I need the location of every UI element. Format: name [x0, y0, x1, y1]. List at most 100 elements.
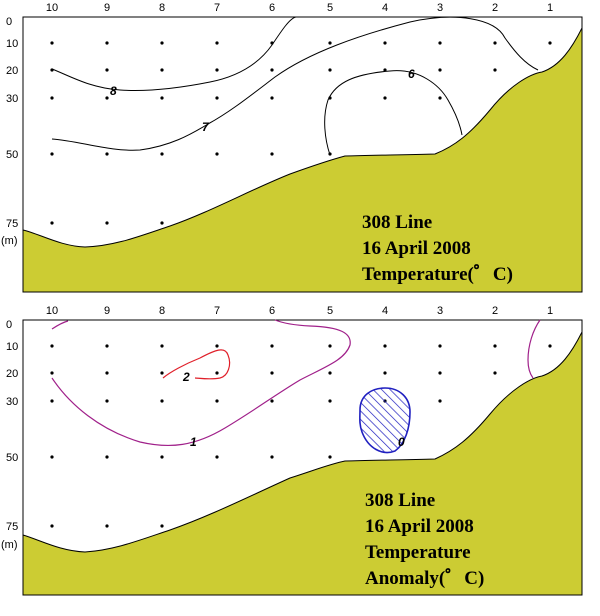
sample-point — [493, 41, 497, 45]
sample-point — [160, 399, 164, 403]
sample-point — [105, 221, 109, 225]
contour-line-8 — [51, 16, 297, 92]
station-label-1: 1 — [547, 2, 553, 14]
depth-unit: (m) — [1, 539, 18, 551]
depth-tick-50: 50 — [6, 452, 18, 464]
sample-point — [215, 371, 219, 375]
sample-point — [438, 371, 442, 375]
station-label-4: 4 — [382, 2, 388, 14]
station-label-8: 8 — [159, 2, 165, 14]
sample-point — [160, 41, 164, 45]
panel-temperature-anomaly: 10 9 8 7 6 5 4 3 2 1 0 10 20 30 50 75 2 1 0 (m) 308 Li… — [1, 305, 583, 596]
sample-point — [105, 371, 109, 375]
sample-point — [105, 152, 109, 156]
contour-label-7: 7 — [202, 120, 210, 134]
sample-point — [160, 455, 164, 459]
annotation-line-2: 16 April 2008 — [365, 516, 474, 537]
depth-tick-75: 75 — [6, 218, 18, 230]
sample-point — [160, 524, 164, 528]
depth-tick-30: 30 — [6, 396, 18, 408]
sample-point — [383, 371, 387, 375]
sample-point — [438, 399, 442, 403]
sample-point — [105, 68, 109, 72]
depth-tick-10: 10 — [6, 341, 18, 353]
sample-point — [270, 371, 274, 375]
annotation-line-3: Temperature — [365, 542, 471, 563]
sample-point — [270, 68, 274, 72]
sample-point — [328, 41, 332, 45]
station-label-6: 6 — [269, 2, 275, 14]
sample-point — [328, 344, 332, 348]
station-label-2: 2 — [492, 2, 498, 14]
sample-point — [105, 344, 109, 348]
station-label-9: 9 — [104, 305, 110, 317]
station-label-5: 5 — [327, 2, 333, 14]
sample-points — [50, 41, 552, 225]
contour-line-1 — [51, 319, 351, 447]
sample-point — [438, 96, 442, 100]
seabed-area — [22, 331, 583, 596]
sample-point — [215, 344, 219, 348]
station-label-7: 7 — [214, 2, 220, 14]
station-label-9: 9 — [104, 2, 110, 14]
sample-point — [50, 41, 54, 45]
sample-point — [50, 371, 54, 375]
contour-line-1 — [527, 319, 541, 379]
sample-point — [493, 344, 497, 348]
annotation-line-2: 16 April 2008 — [362, 238, 471, 259]
sample-point — [383, 68, 387, 72]
contour-label-6: 6 — [408, 67, 415, 81]
sample-point — [105, 524, 109, 528]
sample-point — [270, 96, 274, 100]
sample-point — [160, 68, 164, 72]
sample-point — [548, 41, 552, 45]
sample-point — [160, 221, 164, 225]
sample-point — [105, 96, 109, 100]
sample-point — [215, 399, 219, 403]
station-label-8: 8 — [159, 305, 165, 317]
depth-tick-labels: 0 10 20 30 50 75 — [6, 16, 18, 230]
seabed-area — [22, 27, 583, 293]
sample-point — [493, 371, 497, 375]
panel-temperature: 10 9 8 7 6 5 4 3 2 1 0 10 20 30 50 75 8 7 6 (m) 308 Li… — [1, 2, 583, 293]
sample-point — [215, 41, 219, 45]
sample-point — [50, 68, 54, 72]
station-label-7: 7 — [214, 305, 220, 317]
station-label-6: 6 — [269, 305, 275, 317]
annotation-line-1: 308 Line — [365, 490, 435, 511]
station-label-4: 4 — [382, 305, 388, 317]
sample-point — [383, 344, 387, 348]
station-labels: 10 9 8 7 6 5 4 3 2 1 — [46, 305, 553, 317]
station-label-2: 2 — [492, 305, 498, 317]
depth-tick-30: 30 — [6, 93, 18, 105]
sample-point — [328, 455, 332, 459]
sample-point — [383, 41, 387, 45]
sample-point — [383, 96, 387, 100]
sample-point — [160, 96, 164, 100]
sample-point — [105, 455, 109, 459]
station-label-10: 10 — [46, 2, 58, 14]
contour-line-6 — [324, 70, 463, 156]
sample-point — [50, 221, 54, 225]
station-label-3: 3 — [437, 305, 443, 317]
sample-point — [270, 152, 274, 156]
sample-point — [438, 344, 442, 348]
depth-tick-20: 20 — [6, 65, 18, 77]
contour-line-2 — [162, 349, 231, 380]
sample-point — [270, 455, 274, 459]
sample-point — [160, 152, 164, 156]
sample-point — [105, 41, 109, 45]
contour-zone-0 — [359, 387, 411, 454]
sample-point — [438, 41, 442, 45]
sample-point — [50, 455, 54, 459]
sample-point — [548, 344, 552, 348]
sample-point — [215, 152, 219, 156]
sample-point — [215, 96, 219, 100]
sample-point — [160, 344, 164, 348]
contour-label-1: 1 — [190, 435, 197, 449]
station-label-3: 3 — [437, 2, 443, 14]
station-label-1: 1 — [547, 305, 553, 317]
depth-tick-0: 0 — [6, 16, 12, 28]
station-labels: 10 9 8 7 6 5 4 3 2 1 — [46, 2, 553, 14]
sample-point — [50, 96, 54, 100]
